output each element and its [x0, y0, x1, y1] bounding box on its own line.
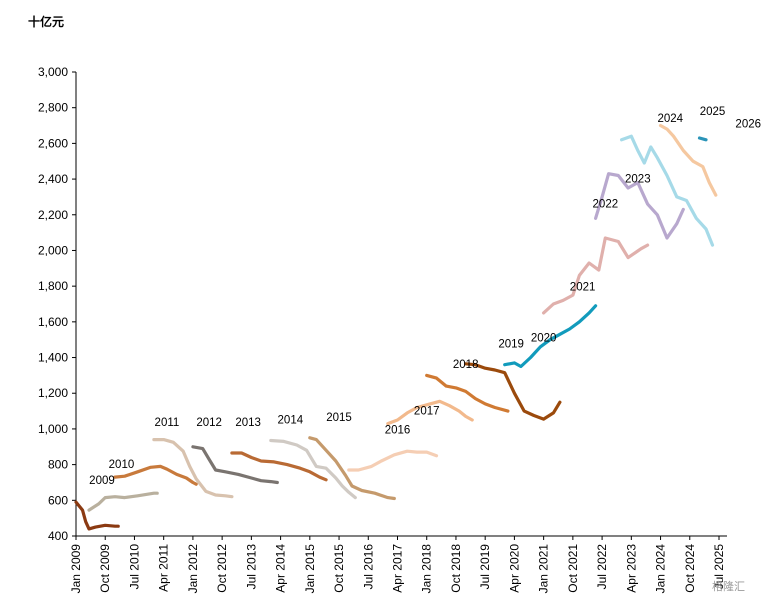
series-line-2009	[74, 500, 120, 531]
x-tick-label: Jul 2010	[127, 544, 141, 590]
series-label-2023: 2023	[625, 174, 651, 186]
y-tick-label: 2,000	[38, 243, 68, 257]
x-tick-label: Apr 2023	[624, 544, 638, 593]
series-label-2012: 2012	[196, 417, 222, 429]
y-tick-label: 1,800	[38, 279, 68, 293]
x-tick-label: Jul 2016	[361, 544, 375, 590]
x-tick-label: Apr 2014	[274, 544, 288, 593]
series-label-2024: 2024	[657, 113, 683, 125]
series-line-2023	[593, 172, 685, 240]
y-tick-label: 2,400	[38, 172, 68, 186]
y-tick-label: 2,200	[38, 208, 68, 222]
y-tick-label: 1,200	[38, 386, 68, 400]
y-tick-label: 3,000	[38, 65, 68, 79]
y-tick-label: 400	[48, 529, 68, 543]
x-tick-label: Jul 2025	[712, 544, 726, 590]
x-tick-label: Oct 2018	[449, 544, 463, 593]
series-line-2018	[386, 399, 474, 426]
x-tick-label: Jan 2009	[69, 544, 83, 594]
x-tick-label: Oct 2009	[98, 544, 112, 593]
x-tick-label: Jan 2021	[537, 544, 551, 594]
series-label-2017: 2017	[414, 406, 440, 418]
x-tick-label: Jul 2013	[244, 544, 258, 590]
series-line-2020	[464, 362, 562, 421]
x-tick-label: Jul 2022	[595, 544, 609, 590]
x-tick-label: Apr 2020	[507, 544, 521, 593]
series-line-2014	[230, 451, 328, 482]
series-label-2025: 2025	[700, 106, 726, 118]
x-tick-label: Jan 2015	[303, 544, 317, 594]
y-axis: 400 600 800 1,000 1,200 1,400 1,600 1,800 2,000 2…	[38, 65, 77, 543]
series-line-2015	[269, 438, 357, 500]
series-label-2021: 2021	[570, 282, 596, 294]
series-line-2013	[191, 445, 279, 485]
y-tick-label: 1,600	[38, 315, 68, 329]
x-tick-label: Oct 2024	[683, 544, 697, 593]
series-line-2024	[619, 134, 715, 247]
series-label-2015: 2015	[326, 412, 352, 424]
series-label-2009: 2009	[89, 475, 115, 487]
series-line-2026	[697, 136, 708, 142]
y-tick-label: 1,400	[38, 351, 68, 365]
x-tick-label: Oct 2021	[566, 544, 580, 593]
series-lines	[74, 123, 718, 531]
series-label-2019: 2019	[498, 339, 524, 351]
x-tick-label: Jul 2019	[478, 544, 492, 590]
series-line-2011	[113, 464, 198, 486]
series-line-2016	[308, 436, 396, 501]
x-tick-label: Jan 2018	[420, 544, 434, 594]
series-label-2022: 2022	[593, 199, 619, 211]
series-line-2021	[503, 304, 598, 369]
series-line-2017	[347, 449, 439, 472]
series-label-2013: 2013	[235, 417, 261, 429]
series-label-2010: 2010	[109, 459, 135, 471]
y-tick-label: 2,800	[38, 101, 68, 115]
y-tick-label: 600	[48, 493, 68, 507]
series-label-2011: 2011	[155, 417, 180, 429]
watermark: 格隆汇	[712, 579, 745, 593]
series-label-2018: 2018	[453, 359, 479, 371]
series-line-2012	[152, 438, 234, 499]
series-label-2014: 2014	[278, 415, 304, 427]
x-tick-label: Jan 2012	[186, 544, 200, 594]
series-label-2026: 2026	[735, 118, 761, 130]
series-label-2020: 2020	[531, 332, 557, 344]
y-tick-label: 2,600	[38, 136, 68, 150]
y-tick-label: 800	[48, 458, 68, 472]
x-axis: Jan 2009 Oct 2009 Jul 2010 Apr 2011 Jan 2012…	[69, 535, 727, 594]
x-tick-label: Apr 2017	[391, 544, 405, 593]
series-label-2016: 2016	[385, 424, 411, 436]
series-line-2010	[87, 491, 159, 512]
unit-label: 十亿元	[28, 14, 64, 29]
series-line-2022	[541, 236, 650, 315]
y-tick-label: 1,000	[38, 422, 68, 436]
x-tick-label: Oct 2015	[332, 544, 346, 593]
x-tick-label: Apr 2011	[157, 544, 171, 592]
series-line-2025	[658, 123, 718, 197]
x-tick-label: Oct 2012	[215, 544, 229, 593]
x-tick-label: Jan 2024	[654, 544, 668, 594]
series-line-2019	[425, 373, 510, 413]
